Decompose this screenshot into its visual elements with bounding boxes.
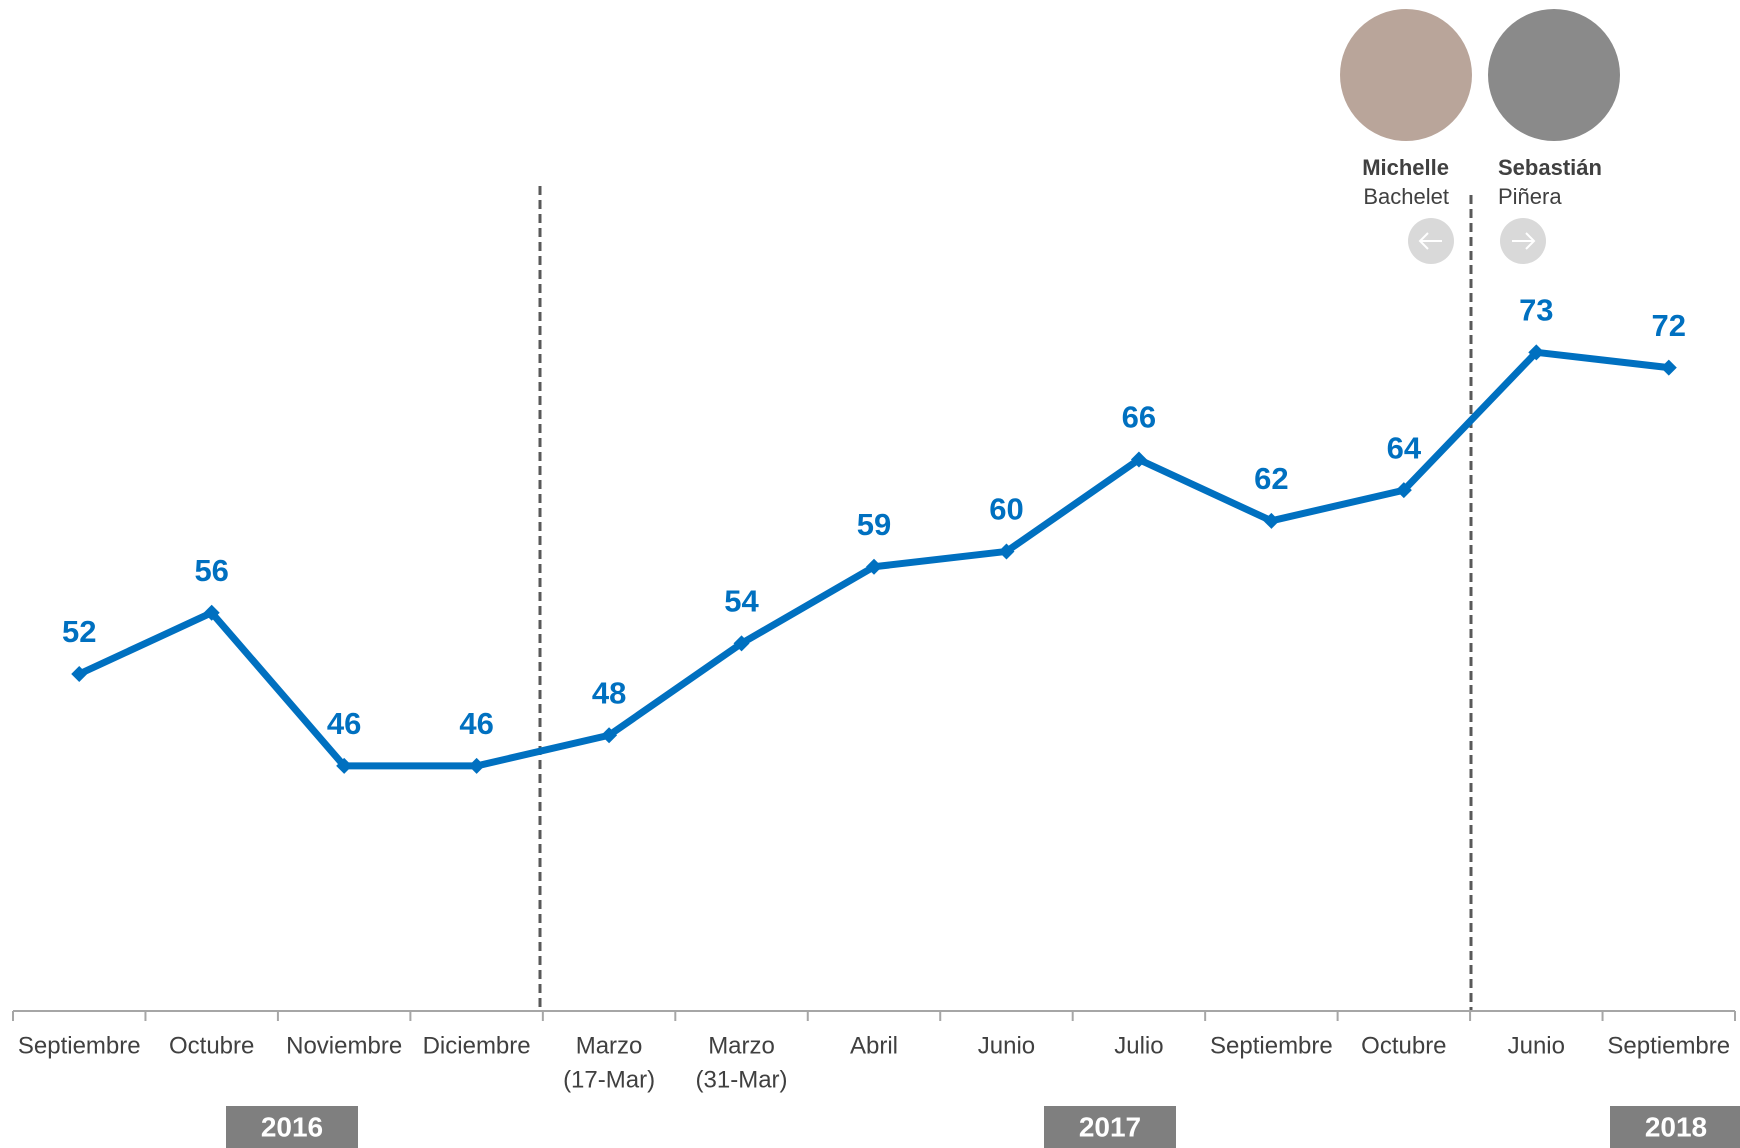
marker <box>203 604 220 621</box>
arrow-icon <box>1512 232 1536 250</box>
marker <box>998 543 1015 560</box>
data-label: 72 <box>1652 308 1686 343</box>
data-label: 46 <box>459 706 493 741</box>
arrow-icon <box>1418 232 1442 250</box>
x-tick-label: Septiembre <box>1607 1032 1730 1059</box>
data-label: 52 <box>62 614 96 649</box>
marker <box>336 757 353 774</box>
x-tick-label: Noviembre <box>286 1032 402 1059</box>
president-last: Piñera <box>1498 184 1562 209</box>
x-tick-label: Octubre <box>169 1032 254 1059</box>
marker <box>1263 512 1280 529</box>
marker <box>866 558 882 575</box>
data-label: 56 <box>194 553 228 588</box>
x-tick-label: Diciembre <box>423 1032 531 1059</box>
marker <box>601 727 618 744</box>
x-tick-label: Marzo <box>576 1032 643 1059</box>
marker <box>468 757 485 774</box>
x-tick-label: Septiembre <box>18 1032 141 1059</box>
data-label: 46 <box>327 706 361 741</box>
data-label: 62 <box>1254 461 1288 496</box>
year-box <box>1610 1106 1740 1148</box>
marker <box>733 635 750 652</box>
x-tick-label: (31-Mar) <box>696 1066 788 1093</box>
photo <box>1488 9 1620 141</box>
data-label: 48 <box>592 675 626 710</box>
x-tick-label: Julio <box>1114 1032 1163 1059</box>
marker <box>1130 451 1147 468</box>
president-last: Bachelet <box>1363 184 1449 209</box>
data-label: 73 <box>1519 293 1553 328</box>
x-tick-label: Junio <box>978 1032 1035 1059</box>
president-first: Michelle <box>1362 155 1449 180</box>
president-first: Sebastián <box>1498 155 1602 180</box>
data-label: 66 <box>1122 400 1156 435</box>
year-box <box>226 1106 358 1148</box>
data-label: 59 <box>857 507 891 542</box>
marker <box>71 666 88 682</box>
photo <box>1340 9 1472 141</box>
year-label: 2017 <box>1079 1111 1141 1142</box>
x-tick-label: Junio <box>1508 1032 1565 1059</box>
x-tick-label: Marzo <box>708 1032 775 1059</box>
data-label: 54 <box>724 584 759 619</box>
marker <box>1528 344 1545 361</box>
x-tick-label: Octubre <box>1361 1032 1446 1059</box>
data-label: 64 <box>1387 430 1422 465</box>
marker <box>1660 359 1677 376</box>
marker <box>1395 482 1412 499</box>
year-label: 2018 <box>1645 1111 1707 1142</box>
year-label: 2016 <box>261 1111 323 1142</box>
x-tick-label: Abril <box>850 1032 898 1059</box>
year-box <box>1044 1106 1176 1148</box>
data-label: 60 <box>989 492 1023 527</box>
x-tick-label: (17-Mar) <box>563 1066 655 1093</box>
x-tick-label: Septiembre <box>1210 1032 1333 1059</box>
